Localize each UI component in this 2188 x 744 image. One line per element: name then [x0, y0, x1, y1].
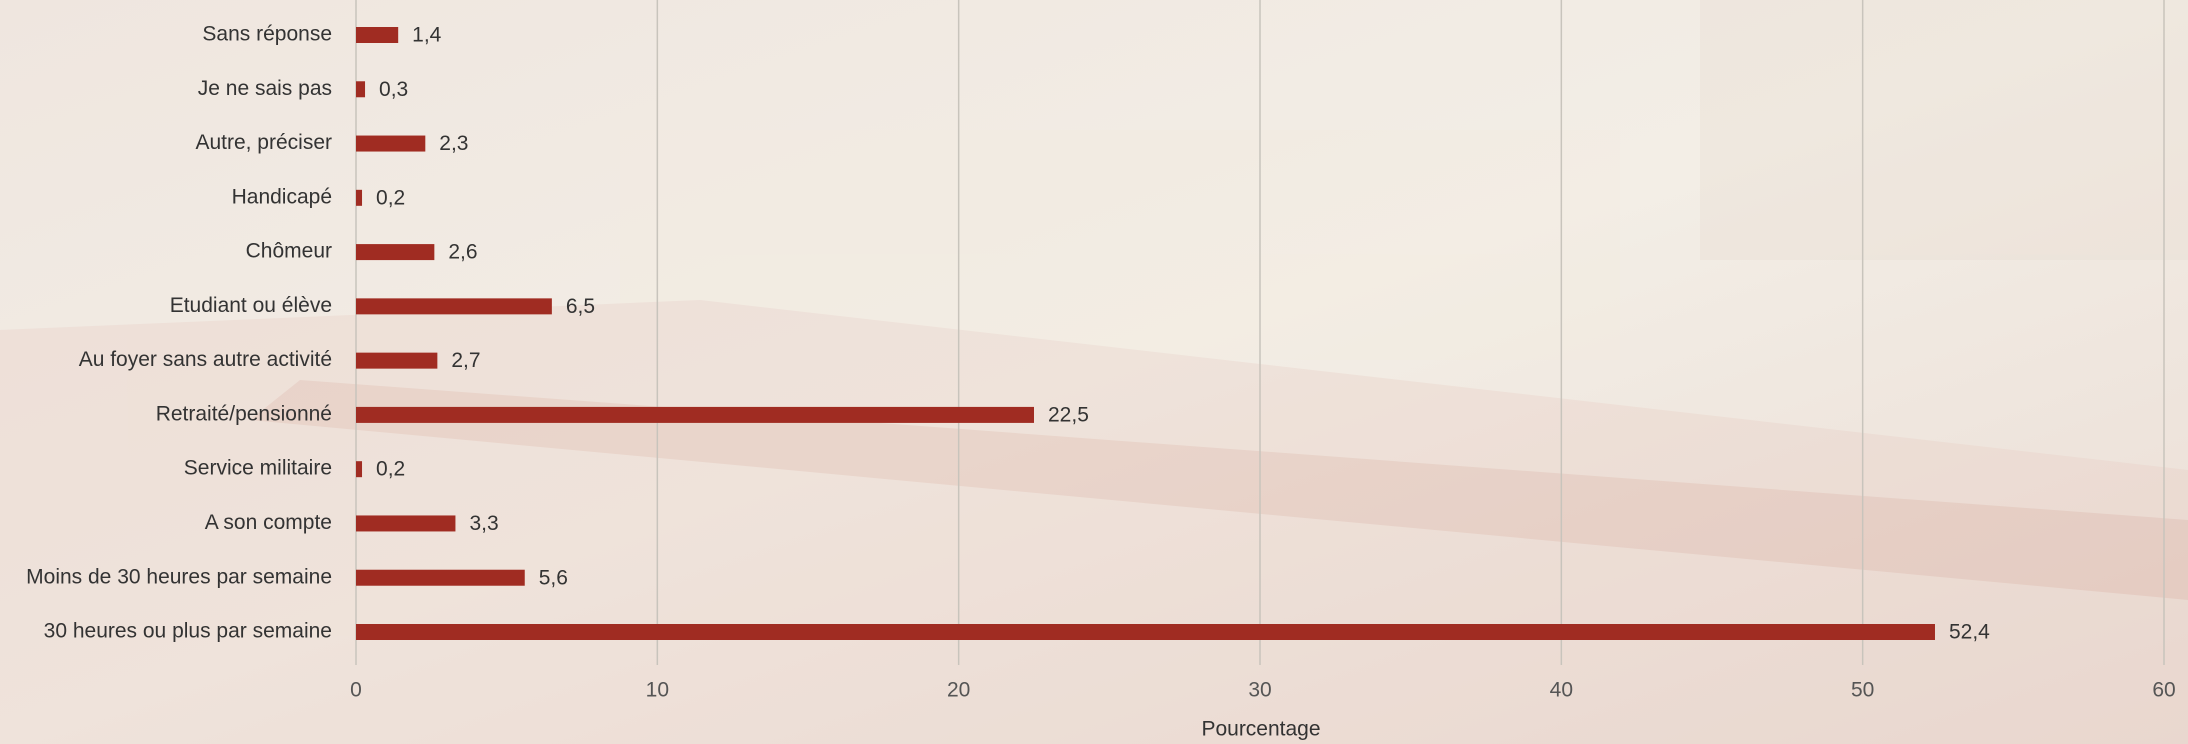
- page: Pourcentage 0 10 20 30 40 50 60 Sans réponse 1,4…: [0, 0, 2188, 744]
- bar: [356, 570, 525, 586]
- y-tick-label: Service militaire: [184, 457, 332, 480]
- value-label: 5,6: [539, 566, 568, 589]
- y-tick-label: Autre, préciser: [195, 131, 332, 154]
- y-tick-label: Au foyer sans autre activité: [79, 348, 332, 371]
- value-label: 6,5: [566, 295, 595, 318]
- bar: [356, 27, 398, 43]
- value-label: 0,2: [376, 186, 405, 209]
- bar: [356, 407, 1034, 423]
- value-label: 0,2: [376, 458, 405, 481]
- chart: Pourcentage 0 10 20 30 40 50 60 Sans réponse 1,4…: [0, 0, 2188, 744]
- value-label: 2,6: [448, 241, 477, 264]
- x-tick-label: 20: [947, 679, 970, 702]
- value-label: 22,5: [1048, 403, 1089, 426]
- value-label: 0,3: [379, 78, 408, 101]
- y-tick-label: Moins de 30 heures par semaine: [26, 565, 332, 588]
- x-tick-label: 30: [1248, 679, 1271, 702]
- x-tick-label: 0: [350, 679, 362, 702]
- bar: [356, 461, 362, 477]
- y-tick-label: Sans réponse: [202, 23, 332, 46]
- bar: [356, 515, 455, 531]
- y-tick-label: 30 heures ou plus par semaine: [44, 620, 332, 643]
- y-tick-label: Je ne sais pas: [198, 77, 332, 100]
- y-tick-label: Retraité/pensionné: [156, 402, 332, 425]
- x-tick-label: 40: [1550, 679, 1573, 702]
- y-tick-label: Handicapé: [232, 185, 332, 208]
- y-tick-label: Chômeur: [246, 240, 332, 263]
- value-label: 3,3: [469, 512, 498, 535]
- bar: [356, 353, 437, 369]
- bar: [356, 624, 1935, 640]
- x-axis-title: Pourcentage: [1201, 718, 1320, 741]
- x-tick-label: 60: [2152, 679, 2175, 702]
- bar: [356, 244, 434, 260]
- value-label: 1,4: [412, 24, 442, 47]
- x-tick-label: 10: [646, 679, 669, 702]
- bar: [356, 136, 425, 152]
- bar: [356, 81, 365, 97]
- y-tick-label: A son compte: [205, 511, 332, 534]
- bar: [356, 190, 362, 206]
- bar: [356, 298, 552, 314]
- value-label: 52,4: [1949, 621, 1990, 644]
- x-tick-label: 50: [1851, 679, 1874, 702]
- value-label: 2,3: [439, 132, 468, 155]
- value-label: 2,7: [451, 349, 480, 372]
- y-tick-label: Etudiant ou élève: [170, 294, 332, 317]
